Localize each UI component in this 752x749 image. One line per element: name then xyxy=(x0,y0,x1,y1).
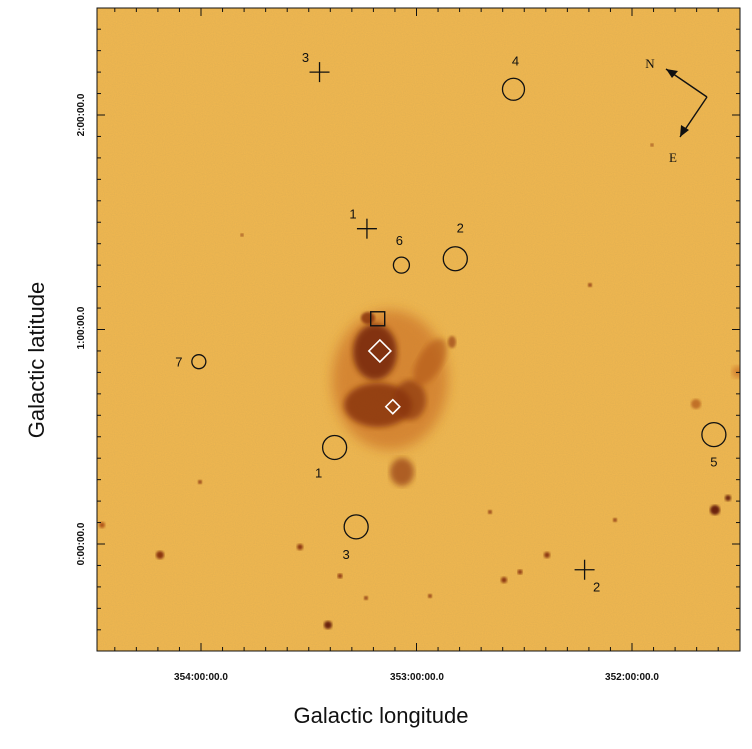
circle-marker xyxy=(321,434,348,461)
diamond-marker xyxy=(384,398,401,415)
compass-east-label: E xyxy=(669,150,677,165)
cross-marker-label: 2 xyxy=(593,580,600,595)
square-marker xyxy=(370,311,386,327)
diamond-marker xyxy=(367,338,392,364)
y-tick-label: 2:00:00.0 xyxy=(76,93,87,136)
compass xyxy=(665,68,708,138)
circle-marker-label: 2 xyxy=(457,221,464,236)
circle-marker xyxy=(442,246,468,272)
emission-nebula xyxy=(332,310,456,486)
circle-marker xyxy=(191,354,207,370)
point-sources xyxy=(99,143,740,629)
compass-east-arrowhead xyxy=(680,125,689,137)
circle-marker xyxy=(343,514,369,540)
x-tick-label: 352:00:00.0 xyxy=(605,672,659,683)
overlay-markers: 1 2 3 1 2 3 4 5 6 7 xyxy=(175,50,727,595)
circle-marker-label: 4 xyxy=(512,53,519,68)
x-tick-labels: 354:00:00.0 353:00:00.0 352:00:00.0 xyxy=(174,672,659,683)
circle-marker xyxy=(501,77,526,101)
cross-marker-label: 1 xyxy=(349,207,356,222)
x-tick-label: 354:00:00.0 xyxy=(174,672,228,683)
y-tick-labels: 2:00:00.0 1:00:00.0 0:00:00.0 xyxy=(76,93,87,565)
circle-marker-label: 6 xyxy=(396,233,403,248)
circle-marker-label: 1 xyxy=(315,465,322,480)
x-axis-title: Galactic longitude xyxy=(294,703,469,728)
circle-marker-label: 7 xyxy=(175,355,182,370)
sky-image xyxy=(97,8,740,651)
compass-north-arrowhead xyxy=(666,69,678,78)
x-tick-label: 353:00:00.0 xyxy=(390,672,444,683)
circle-marker-label: 3 xyxy=(343,547,350,562)
y-tick-label: 1:00:00.0 xyxy=(76,306,87,349)
axis-ticks xyxy=(97,8,740,651)
circle-marker xyxy=(701,421,727,448)
circle-marker-label: 5 xyxy=(710,455,717,470)
cross-marker-label: 3 xyxy=(302,50,309,65)
y-tick-label: 0:00:00.0 xyxy=(76,522,87,565)
y-axis-title: Galactic latitude xyxy=(24,282,49,439)
compass-north-label: N xyxy=(645,56,655,71)
circle-marker xyxy=(392,256,411,274)
